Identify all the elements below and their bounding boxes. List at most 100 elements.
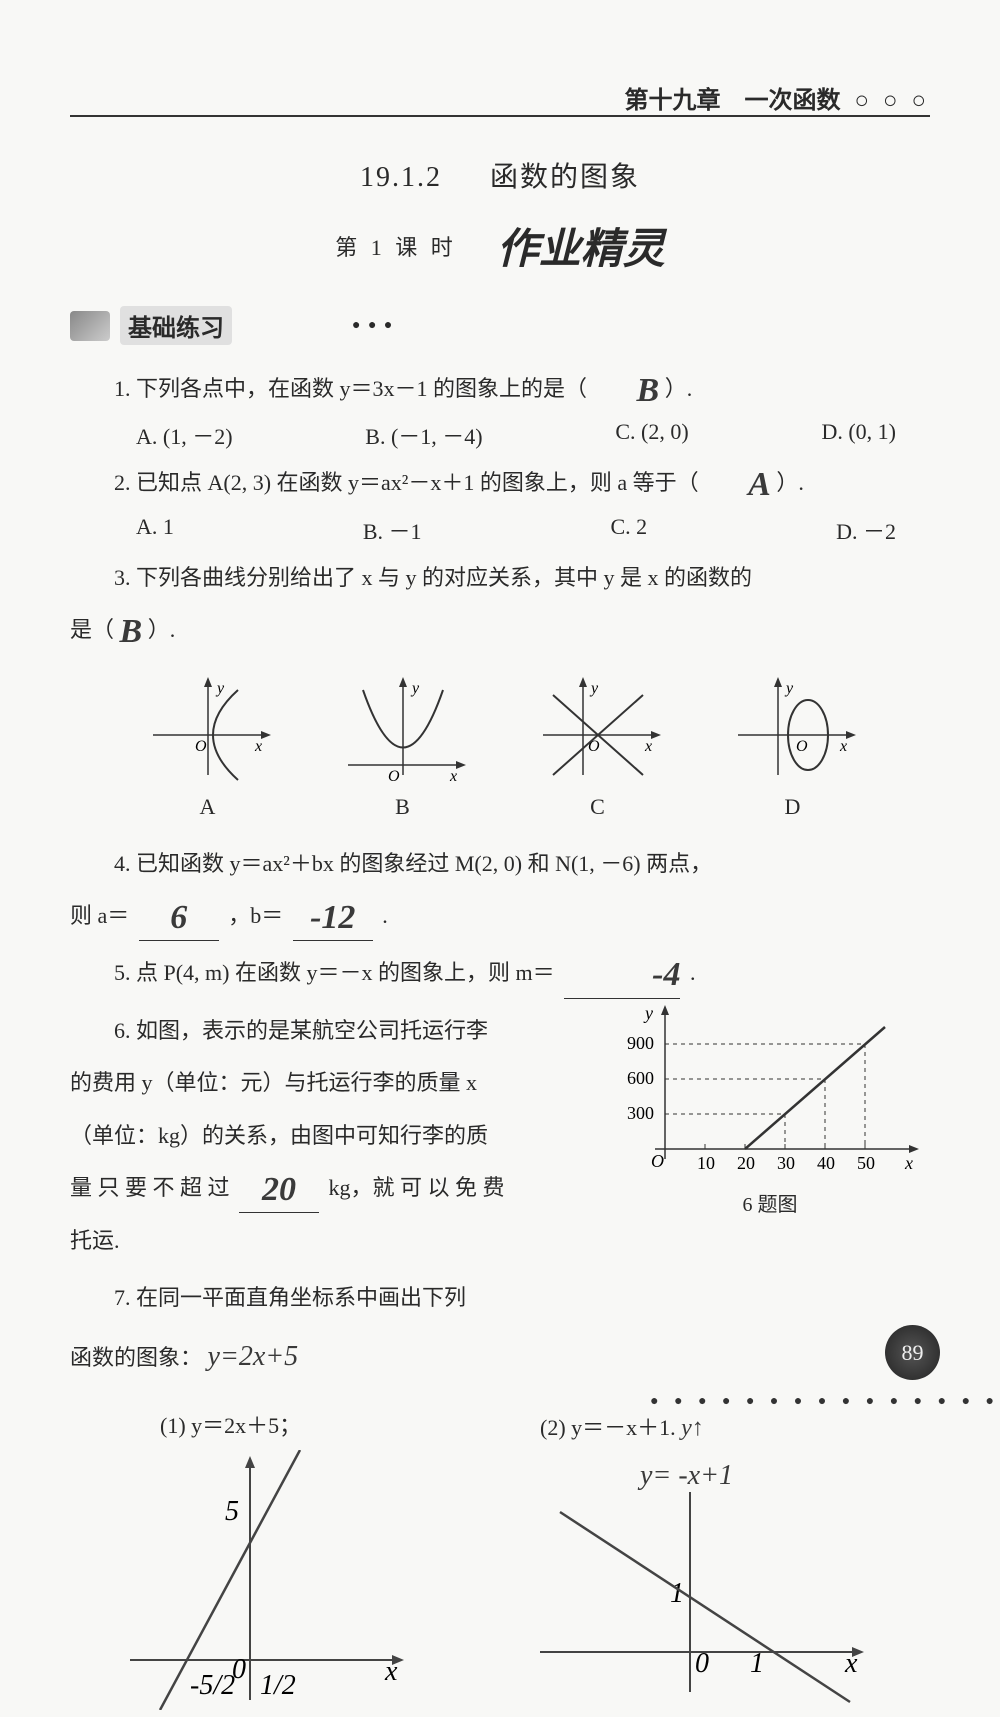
footer-dots: ● ● ● ● ● ● ● ● ● ● ● ● ● ● ● <box>650 1394 1000 1410</box>
svg-text:x: x <box>449 768 457 785</box>
svg-text:y: y <box>410 680 420 697</box>
section-number: 19.1.2 <box>360 162 442 193</box>
book-icon <box>70 311 110 341</box>
page-number: 89 <box>902 1340 924 1366</box>
svg-text:1/2: 1/2 <box>260 1670 296 1701</box>
svg-text:x: x <box>904 1153 913 1173</box>
question-4-line2: 则 a＝ 6 ，b＝ -12 . <box>70 892 930 941</box>
q6-chart-box: y x O 900 600 300 10 20 30 40 50 <box>610 999 930 1217</box>
graph-c: y x O C <box>533 675 663 820</box>
q4-tail: . <box>382 903 388 928</box>
q4-ans-b: -12 <box>310 901 355 935</box>
q7-hand-eq: y=2x+5 <box>208 1341 299 1372</box>
svg-text:y: y <box>784 680 794 697</box>
svg-text:300: 300 <box>627 1103 654 1123</box>
q7-text: 7. 在同一平面直角坐标系中画出下列 <box>114 1285 466 1310</box>
chapter-title-text: 第十九章 一次函数 <box>625 88 841 114</box>
q5-tail: . <box>690 960 696 985</box>
q1-text: 1. 下列各点中，在函数 y＝3x－1 的图象上的是（ <box>114 376 587 401</box>
svg-text:x: x <box>644 738 652 755</box>
q3-text1: 3. 下列各曲线分别给出了 x 与 y 的对应关系，其中 y 是 x 的函数的 <box>114 565 752 590</box>
graph-b-svg: y x O <box>338 675 468 785</box>
q1-opt-a: A. (1, －2) <box>136 419 233 451</box>
lesson-row: 第 1 课 时 作业精灵 <box>70 215 930 276</box>
section-name: 函数的图象 <box>490 162 640 193</box>
svg-text:20: 20 <box>737 1153 755 1173</box>
q1-options: A. (1, －2) B. (－1, －4) C. (2, 0) D. (0, … <box>136 419 896 451</box>
q1-answer: B <box>593 374 660 408</box>
q2-answer: A <box>704 468 771 502</box>
q3-pre: 是（ <box>70 617 114 642</box>
graph-c-svg: y x O <box>533 675 663 785</box>
q6-line4-pre: 量 只 要 不 超 过 <box>70 1175 230 1200</box>
svg-text:1: 1 <box>750 1648 764 1679</box>
svg-text:O: O <box>651 1151 664 1171</box>
q7-hand-eq2: y= -x+1 <box>640 1460 880 1492</box>
q4-ans-a: 6 <box>170 901 187 935</box>
question-1: 1. 下列各点中，在函数 y＝3x－1 的图象上的是（ B ）. <box>70 365 930 413</box>
question-3-line2: 是（ B ）. <box>70 606 930 654</box>
q3-answer: B <box>120 615 143 649</box>
q2-opt-c: C. 2 <box>610 514 647 546</box>
svg-text:5: 5 <box>225 1496 239 1527</box>
q7-graphs-row: (1) y＝2x＋5； x 0 5 -5/2 1/2 (2) y＝－x＋1. y… <box>70 1398 930 1717</box>
question-2: 2. 已知点 A(2, 3) 在函数 y＝ax²－x＋1 的图象上，则 a 等于… <box>70 459 930 507</box>
graph-b: y x O B <box>338 675 468 820</box>
q6-ans: 20 <box>262 1173 296 1207</box>
svg-text:x: x <box>844 1648 858 1679</box>
q7-sub2: (2) y＝－x＋1. <box>540 1415 676 1440</box>
svg-text:O: O <box>588 738 600 755</box>
q6-caption: 6 题图 <box>610 1188 930 1217</box>
question-7-line1: 7. 在同一平面直角坐标系中画出下列 <box>70 1274 930 1322</box>
svg-text:x: x <box>839 738 847 755</box>
q2-opt-d: D. －2 <box>836 514 896 546</box>
svg-text:0: 0 <box>695 1648 709 1679</box>
svg-text:y: y <box>215 680 225 697</box>
q7-graph2-svg: x 0 1 1 <box>520 1492 880 1712</box>
svg-text:10: 10 <box>697 1153 715 1173</box>
svg-text:x: x <box>254 738 262 755</box>
q3-graphs: y x O A y x O B y x O <box>70 675 930 820</box>
lesson-number: 第 1 课 时 <box>335 230 457 262</box>
graph-c-label: C <box>533 794 663 820</box>
q6-line4-post: kg，就 可 以 免 费 <box>329 1175 505 1200</box>
banner-label: 基础练习 <box>120 306 232 345</box>
svg-text:x: x <box>384 1656 398 1687</box>
svg-text:900: 900 <box>627 1033 654 1053</box>
q1-opt-d: D. (0, 1) <box>821 419 896 451</box>
question-3-line1: 3. 下列各曲线分别给出了 x 与 y 的对应关系，其中 y 是 x 的函数的 <box>70 554 930 602</box>
q6-line3: （单位：kg）的关系，由图中可知行李的质 <box>70 1112 610 1160</box>
q6-chart-svg: y x O 900 600 300 10 20 30 40 50 <box>615 999 925 1179</box>
q2-opt-b: B. －1 <box>363 514 422 546</box>
svg-text:O: O <box>195 738 207 755</box>
graph-d-svg: y x O <box>728 675 858 785</box>
question-7-line2: 函数的图象： y=2x+5 <box>70 1326 930 1388</box>
q4-a-label: 则 a＝ <box>70 903 129 928</box>
svg-text:30: 30 <box>777 1153 795 1173</box>
svg-text:-5/2: -5/2 <box>190 1670 235 1701</box>
practice-banner: 基础练习 ● ● ● <box>70 306 930 345</box>
q2-options: A. 1 B. －1 C. 2 D. －2 <box>136 514 896 546</box>
svg-text:50: 50 <box>857 1153 875 1173</box>
svg-text:y: y <box>643 1003 653 1023</box>
banner-dots: ● ● ● <box>352 318 394 334</box>
graph-d-label: D <box>728 794 858 820</box>
q3-post: ）. <box>148 617 176 642</box>
q7-graph-2: (2) y＝－x＋1. y↑ y= -x+1 x 0 1 1 <box>520 1398 880 1717</box>
question-4-line1: 4. 已知函数 y＝ax²＋bx 的图象经过 M(2, 0) 和 N(1, －6… <box>70 840 930 888</box>
q2-tail: ）. <box>776 470 804 495</box>
q7-graph-1: (1) y＝2x＋5； x 0 5 -5/2 1/2 <box>120 1398 420 1717</box>
q2-text: 2. 已知点 A(2, 3) 在函数 y＝ax²－x＋1 的图象上，则 a 等于… <box>114 470 699 495</box>
header-rule <box>70 115 930 117</box>
svg-text:O: O <box>388 768 400 785</box>
section-title: 19.1.2 函数的图象 <box>70 155 930 195</box>
q7-text2: 函数的图象： <box>70 1345 202 1370</box>
q5-ans: -4 <box>608 958 680 992</box>
page-number-badge: 89 <box>885 1325 940 1380</box>
svg-text:40: 40 <box>817 1153 835 1173</box>
graph-a-svg: y x O <box>143 675 273 785</box>
q5-pre: 5. 点 P(4, m) 在函数 y＝－x 的图象上，则 m＝ <box>114 960 555 985</box>
q7-graph1-svg: x 0 5 -5/2 1/2 <box>120 1450 420 1710</box>
svg-text:1: 1 <box>670 1578 684 1609</box>
q2-opt-a: A. 1 <box>136 514 174 546</box>
